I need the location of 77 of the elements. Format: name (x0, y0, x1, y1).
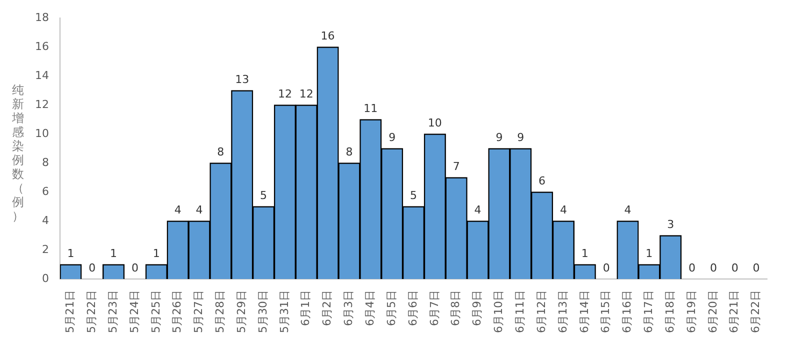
data-label: 0 (602, 261, 610, 274)
y-tick-label: 2 (42, 242, 49, 256)
data-label: 1 (152, 246, 160, 260)
data-label: 5 (260, 188, 268, 202)
y-tick-label: 8 (42, 156, 49, 169)
x-tick-label: 6月10日 (492, 290, 506, 334)
x-tick-label: 5月28日 (214, 290, 227, 334)
y-tick-label: 0 (42, 272, 49, 285)
data-label: 1 (110, 246, 118, 260)
data-label: 9 (496, 130, 503, 144)
x-tick-label: 6月12日 (534, 290, 548, 334)
x-tick-label: 6月8日 (449, 290, 462, 326)
data-label: 9 (517, 130, 524, 144)
data-label: 1 (67, 246, 74, 260)
x-tick-label: 5月27日 (192, 290, 206, 334)
data-label: 1 (646, 246, 653, 260)
x-tick-label: 6月16日 (620, 290, 634, 334)
x-tick-label: 6月21日 (728, 290, 741, 334)
data-label: 7 (452, 160, 460, 173)
x-tick-label: 5月31日 (278, 290, 291, 334)
data-label: 4 (474, 203, 482, 216)
data-label: 0 (688, 261, 696, 274)
x-tick-label: 5月23日 (106, 290, 120, 334)
data-label: 1 (581, 246, 588, 260)
data-label: 8 (346, 145, 353, 158)
x-tick-label: 6月1日 (299, 290, 312, 326)
x-tick-label: 6月13日 (556, 290, 570, 334)
data-label: 6 (538, 174, 546, 188)
x-tick-label: 6月18日 (663, 290, 676, 334)
data-label: 0 (131, 261, 138, 274)
x-tick-label: 6月7日 (428, 290, 441, 326)
y-tick-label: 16 (34, 40, 49, 53)
x-tick-label: 6月5日 (384, 290, 398, 326)
data-label: 0 (752, 261, 760, 274)
y-tick-label: 12 (34, 98, 49, 111)
x-tick-label: 5月24日 (128, 290, 141, 334)
x-tick-label: 6月6日 (406, 290, 420, 326)
x-tick-label: 6月3日 (342, 290, 356, 326)
data-label: 0 (88, 261, 96, 274)
x-tick-label: 6月20日 (706, 290, 720, 334)
y-tick-label: 18 (34, 10, 49, 24)
x-tick-label: 6月2日 (320, 290, 334, 326)
x-tick-label: 6月4日 (364, 290, 377, 326)
data-label: 10 (428, 116, 442, 130)
data-label: 12 (278, 87, 292, 100)
data-label: 3 (667, 218, 674, 231)
data-label: 4 (174, 203, 182, 216)
data-label: 0 (731, 261, 738, 274)
data-label: 5 (410, 188, 417, 202)
data-label: 13 (235, 72, 250, 86)
x-tick-label: 6月15日 (599, 290, 612, 334)
x-tick-label: 6月9日 (470, 290, 484, 326)
data-label: 9 (388, 130, 396, 144)
x-tick-label: 6月17日 (642, 290, 656, 334)
y-tick-label: 14 (34, 68, 49, 82)
y-tick-label: 10 (34, 126, 49, 140)
x-tick-label: 5月30日 (256, 290, 270, 334)
data-label: 12 (299, 87, 314, 100)
data-label: 8 (217, 145, 224, 158)
x-tick-label: 5月21日 (64, 290, 77, 334)
data-label: 11 (364, 102, 378, 115)
x-tick-label: 5月29日 (234, 290, 248, 334)
x-tick-label: 5月26日 (170, 290, 184, 334)
data-label: 4 (560, 203, 567, 216)
x-tick-label: 5月22日 (84, 290, 98, 334)
data-label: 0 (710, 261, 717, 274)
y-tick-label: 6 (42, 184, 49, 198)
y-tick-label: 4 (42, 214, 49, 227)
data-label: 4 (196, 203, 203, 216)
x-tick-label: 6月22日 (749, 290, 762, 334)
x-tick-label: 6月11日 (513, 290, 526, 334)
x-tick-label: 6月19日 (684, 290, 698, 334)
text: 纯新增感染例数（例） (12, 83, 24, 223)
x-tick-label: 5月25日 (149, 290, 162, 334)
data-label: 4 (624, 203, 632, 216)
data-label: 16 (320, 29, 335, 42)
x-tick-label: 6月14日 (578, 290, 591, 334)
